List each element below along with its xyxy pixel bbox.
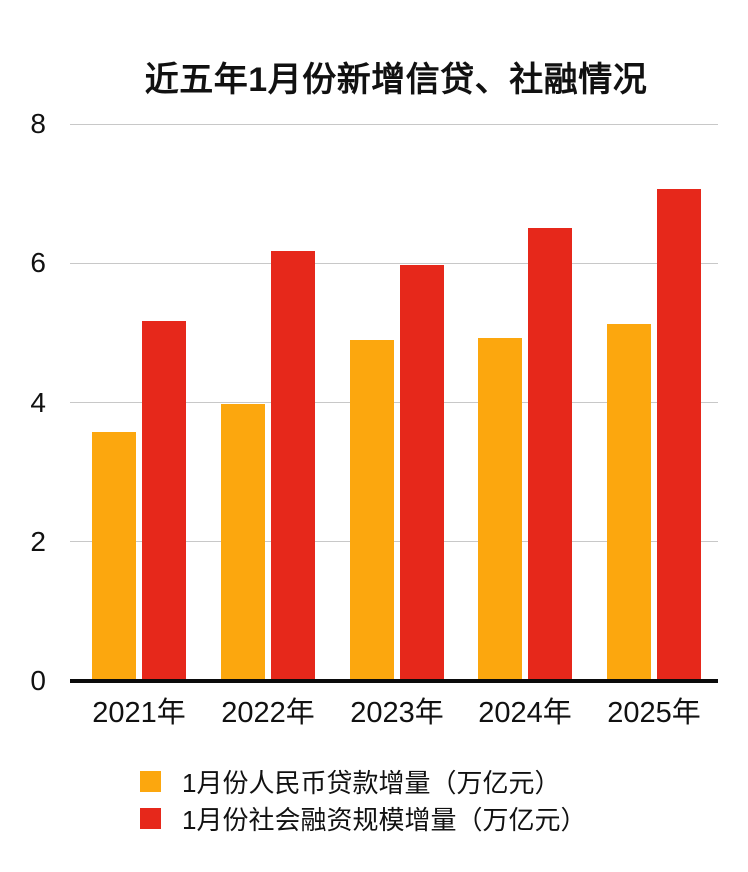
- legend-item-tsf: 1月份社会融资规模增量（万亿元）: [140, 805, 586, 835]
- bar-loan-2023年: [350, 339, 394, 681]
- gridline-6: [70, 262, 718, 264]
- legend-label-tsf: 1月份社会融资规模增量（万亿元）: [182, 804, 587, 835]
- legend-item-loan: 1月份人民币贷款增量（万亿元）: [140, 768, 560, 798]
- y-axis-label-2: 2: [30, 525, 46, 557]
- gridline-4: [70, 402, 718, 403]
- bar-tsf-2021年: [142, 321, 186, 681]
- bar-tsf-2022年: [271, 251, 315, 681]
- bar-tsf-2024年: [528, 228, 572, 681]
- gridline-2: [70, 541, 718, 543]
- y-axis-label-8: 8: [30, 108, 46, 139]
- x-axis-label-2024年: 2024年: [478, 697, 572, 729]
- loan-color-swatch: [140, 770, 161, 792]
- bar-loan-2025年: [607, 323, 651, 681]
- x-axis-label-2021年: 2021年: [92, 697, 186, 729]
- bar-loan-2022年: [221, 403, 265, 681]
- x-axis-line: [70, 679, 718, 683]
- tsf-color-swatch: [140, 807, 161, 829]
- y-axis-label-6: 6: [30, 247, 46, 279]
- bar-loan-2024年: [478, 338, 522, 681]
- legend-label-loan: 1月份人民币贷款增量（万亿元）: [182, 767, 561, 798]
- plot-area: 0 2 4 6 8 2021年 2022年 2023年 2024年 2025年: [30, 108, 718, 729]
- x-axis-label-2025年: 2025年: [607, 697, 701, 729]
- x-axis-label-2023年: 2023年: [350, 697, 444, 729]
- bar-tsf-2023年: [400, 264, 444, 681]
- bar-tsf-2025年: [657, 189, 701, 681]
- y-axis-label-0: 0: [30, 665, 46, 696]
- x-axis-label-2022年: 2022年: [221, 697, 315, 729]
- bar-loan-2021年: [92, 431, 136, 681]
- y-axis-label-4: 4: [30, 386, 46, 418]
- chart-title: 近五年1月份新增信贷、社融情况: [144, 61, 648, 99]
- gridline-8: [70, 123, 718, 125]
